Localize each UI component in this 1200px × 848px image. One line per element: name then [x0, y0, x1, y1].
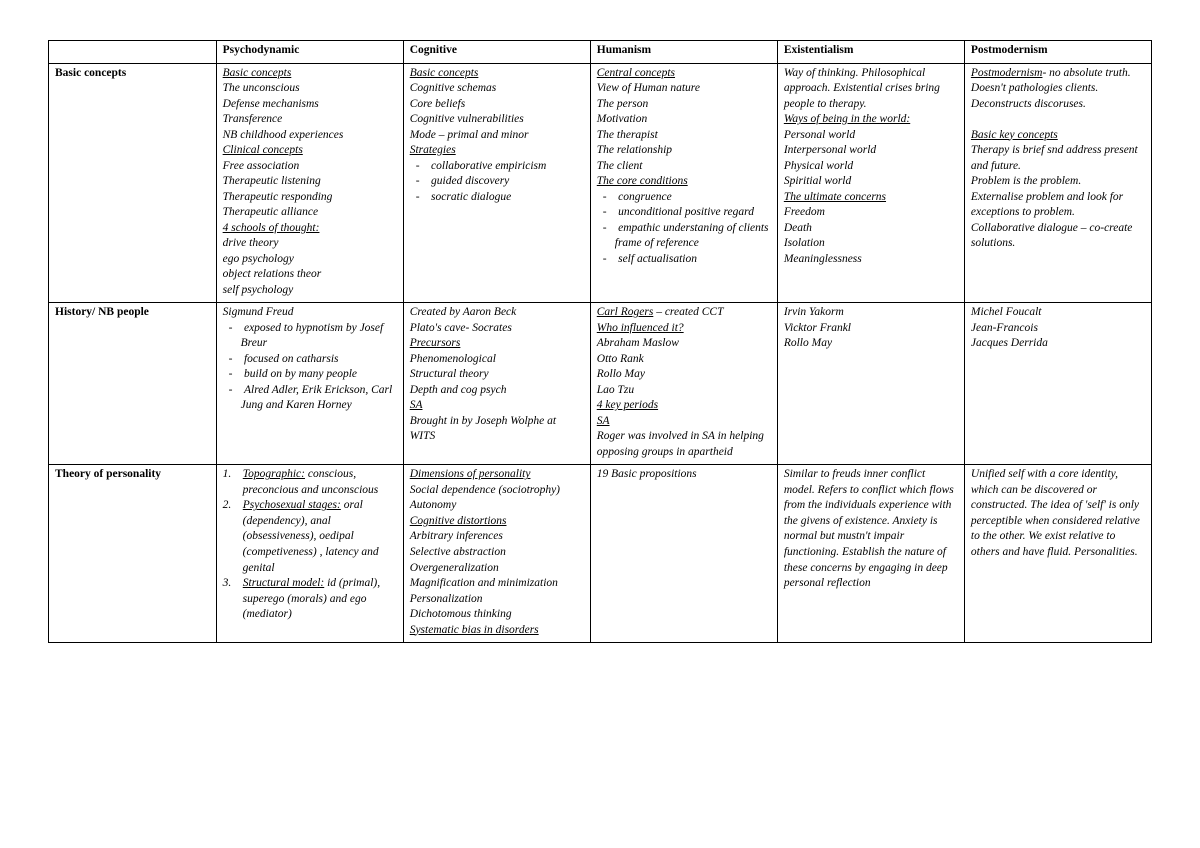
row-label: History/ NB people	[49, 303, 217, 465]
cell: Way of thinking. Philosophical approach.…	[777, 63, 964, 303]
cell: Dimensions of personalitySocial dependen…	[403, 465, 590, 643]
cell: Created by Aaron BeckPlato's cave- Socra…	[403, 303, 590, 465]
col-postmodernism: Postmodernism	[964, 41, 1151, 64]
corner-cell	[49, 41, 217, 64]
cell: Similar to freuds inner conflict model. …	[777, 465, 964, 643]
cell: Michel FoucaltJean-FrancoisJacques Derri…	[964, 303, 1151, 465]
row-label: Theory of personality	[49, 465, 217, 643]
cell: Central conceptsView of Human natureThe …	[590, 63, 777, 303]
row-label: Basic concepts	[49, 63, 217, 303]
col-humanism: Humanism	[590, 41, 777, 64]
row-history: History/ NB people Sigmund Freud- expose…	[49, 303, 1152, 465]
cell: 1. Topographic: conscious, preconcious a…	[216, 465, 403, 643]
cell: Sigmund Freud- exposed to hypnotism by J…	[216, 303, 403, 465]
cell: Irvin YakormVicktor FranklRollo May	[777, 303, 964, 465]
row-basic-concepts: Basic concepts Basic conceptsThe unconsc…	[49, 63, 1152, 303]
col-existentialism: Existentialism	[777, 41, 964, 64]
cell: Basic conceptsCognitive schemasCore beli…	[403, 63, 590, 303]
cell: 19 Basic propositions	[590, 465, 777, 643]
col-cognitive: Cognitive	[403, 41, 590, 64]
header-row: Psychodynamic Cognitive Humanism Existen…	[49, 41, 1152, 64]
cell: Unified self with a core identity, which…	[964, 465, 1151, 643]
col-psychodynamic: Psychodynamic	[216, 41, 403, 64]
cell: Postmodernism- no absolute truth. Doesn'…	[964, 63, 1151, 303]
cell: Carl Rogers – created CCTWho influenced …	[590, 303, 777, 465]
cell: Basic conceptsThe unconsciousDefense mec…	[216, 63, 403, 303]
therapy-comparison-table: Psychodynamic Cognitive Humanism Existen…	[48, 40, 1152, 643]
row-theory-personality: Theory of personality 1. Topographic: co…	[49, 465, 1152, 643]
